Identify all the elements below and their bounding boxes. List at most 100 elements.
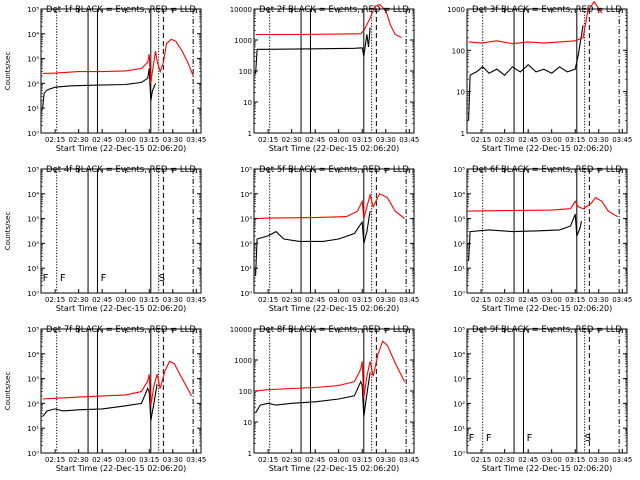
events-series-line xyxy=(42,68,157,109)
plot-frame xyxy=(466,8,628,134)
y-axis-label: Counts/sec xyxy=(4,52,12,91)
x-tick-label: 02:15 xyxy=(258,136,278,144)
x-tick-label: 03:15 xyxy=(565,296,585,304)
y-tick-label: 10² xyxy=(27,240,39,248)
y-tick-label: 10⁵ xyxy=(453,326,465,334)
x-tick-label: 03:15 xyxy=(565,456,585,464)
plot-frame xyxy=(40,328,202,454)
x-tick-label: 03:15 xyxy=(139,456,159,464)
y-axis-label: Counts/sec xyxy=(4,372,12,411)
x-tick-label: 03:30 xyxy=(163,456,183,464)
y-tick-label: 10³ xyxy=(27,376,39,384)
y-axis-label: Counts/sec xyxy=(4,212,12,251)
y-tick-label: 10⁴ xyxy=(27,31,39,39)
y-tick-label: 10² xyxy=(453,400,465,408)
x-tick-label: 03:30 xyxy=(589,456,609,464)
y-tick-label: 10¹ xyxy=(453,425,465,433)
x-tick-label: 03:00 xyxy=(542,296,562,304)
y-tick-label: 100 xyxy=(452,47,465,55)
x-tick-label: 03:00 xyxy=(116,456,136,464)
x-tick-label: 02:45 xyxy=(92,296,112,304)
x-tick-label: 03:30 xyxy=(376,296,396,304)
annotation-label: F xyxy=(469,433,475,444)
lld-series-line xyxy=(255,3,402,38)
y-tick-label: 10³ xyxy=(453,216,465,224)
y-tick-label: 10² xyxy=(453,240,465,248)
x-tick-label: 02:30 xyxy=(495,136,515,144)
panel-title: Det 1f BLACK = Events, RED = LLD xyxy=(46,5,196,15)
y-tick-label: 100 xyxy=(239,388,252,396)
x-tick-label: 03:30 xyxy=(376,456,396,464)
detector-panel-6: Det 6f BLACK = Events, RED = LLD 10⁰ 10¹ 10… xyxy=(453,165,632,313)
y-tick-label: 10³ xyxy=(27,56,39,64)
x-tick-label: 03:45 xyxy=(612,136,632,144)
x-tick-label: 02:45 xyxy=(305,296,325,304)
events-series-line xyxy=(255,27,371,75)
annotation-label: F xyxy=(43,273,49,284)
plot-frame xyxy=(253,328,415,454)
x-tick-label: 02:30 xyxy=(495,456,515,464)
lld-series-line xyxy=(468,196,618,218)
y-tick-label: 10⁴ xyxy=(453,191,465,199)
x-tick-label: 02:30 xyxy=(282,456,302,464)
x-tick-label: 02:15 xyxy=(45,136,65,144)
x-tick-label: 03:45 xyxy=(186,456,206,464)
x-tick-label: 03:15 xyxy=(352,456,372,464)
x-tick-label: 03:30 xyxy=(163,296,183,304)
x-tick-label: 02:45 xyxy=(518,296,538,304)
y-tick-label: 10² xyxy=(27,80,39,88)
y-tick-label: 10⁵ xyxy=(453,166,465,174)
lld-series-line xyxy=(255,340,406,398)
x-axis-label: Start Time (22-Dec-15 02:06:20) xyxy=(269,144,400,153)
plot-frame xyxy=(40,8,202,134)
y-tick-label: 10⁰ xyxy=(27,130,39,138)
y-tick-label: 10⁵ xyxy=(27,166,39,174)
x-tick-label: 02:45 xyxy=(92,136,112,144)
x-axis-label: Start Time (22-Dec-15 02:06:20) xyxy=(56,464,187,473)
x-tick-label: 03:45 xyxy=(186,296,206,304)
y-tick-label: 10000 xyxy=(230,326,252,334)
x-tick-label: 03:15 xyxy=(139,296,159,304)
x-tick-label: 03:30 xyxy=(589,296,609,304)
y-tick-label: 10³ xyxy=(453,376,465,384)
x-tick-label: 03:45 xyxy=(399,296,419,304)
panel-title: Det 5f BLACK = Events, RED = LLD xyxy=(259,165,409,175)
x-tick-label: 03:00 xyxy=(329,456,349,464)
events-series-line xyxy=(468,213,583,261)
x-tick-label: 02:30 xyxy=(282,136,302,144)
detector-panel-1: Det 1f BLACK = Events, RED = LLD 10⁰ 10¹ 10… xyxy=(4,5,206,153)
x-tick-label: 03:45 xyxy=(399,456,419,464)
x-tick-label: 02:30 xyxy=(69,296,89,304)
annotation-label: S xyxy=(585,433,591,444)
x-tick-label: 03:30 xyxy=(376,136,396,144)
y-tick-label: 1000 xyxy=(234,37,252,45)
y-tick-label: 10⁰ xyxy=(453,290,465,298)
x-tick-label: 02:15 xyxy=(471,136,491,144)
lld-series-line xyxy=(42,38,194,84)
y-tick-label: 1000 xyxy=(234,357,252,365)
x-axis-label: Start Time (22-Dec-15 02:06:20) xyxy=(269,304,400,313)
y-tick-label: 1 xyxy=(248,130,252,138)
x-tick-label: 03:15 xyxy=(352,296,372,304)
x-tick-label: 03:00 xyxy=(542,136,562,144)
panel-title: Det 4f BLACK = Events, RED = LLD xyxy=(46,165,196,175)
x-tick-label: 03:30 xyxy=(589,136,609,144)
x-tick-label: 02:15 xyxy=(471,456,491,464)
x-tick-label: 03:00 xyxy=(116,136,136,144)
y-tick-label: 10000 xyxy=(230,6,252,14)
x-tick-label: 02:45 xyxy=(518,136,538,144)
y-tick-label: 10⁵ xyxy=(27,326,39,334)
y-tick-label: 10¹ xyxy=(240,265,252,273)
y-tick-label: 10³ xyxy=(240,216,252,224)
x-axis-label: Start Time (22-Dec-15 02:06:20) xyxy=(269,464,400,473)
detector-panel-2: Det 2f BLACK = Events, RED = LLD 1 10 100 10… xyxy=(230,3,419,153)
events-series-line xyxy=(468,25,584,121)
y-tick-label: 10¹ xyxy=(27,105,39,113)
x-tick-label: 03:45 xyxy=(186,136,206,144)
annotation-label: F xyxy=(101,273,107,284)
x-tick-label: 02:30 xyxy=(495,296,515,304)
detector-panel-7: Det 7f BLACK = Events, RED = LLD 10⁰ 10¹ 10… xyxy=(4,325,206,473)
x-tick-label: 02:45 xyxy=(518,456,538,464)
y-tick-label: 10 xyxy=(243,99,252,107)
